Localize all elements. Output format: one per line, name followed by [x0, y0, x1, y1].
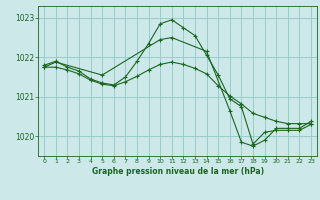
- X-axis label: Graphe pression niveau de la mer (hPa): Graphe pression niveau de la mer (hPa): [92, 167, 264, 176]
